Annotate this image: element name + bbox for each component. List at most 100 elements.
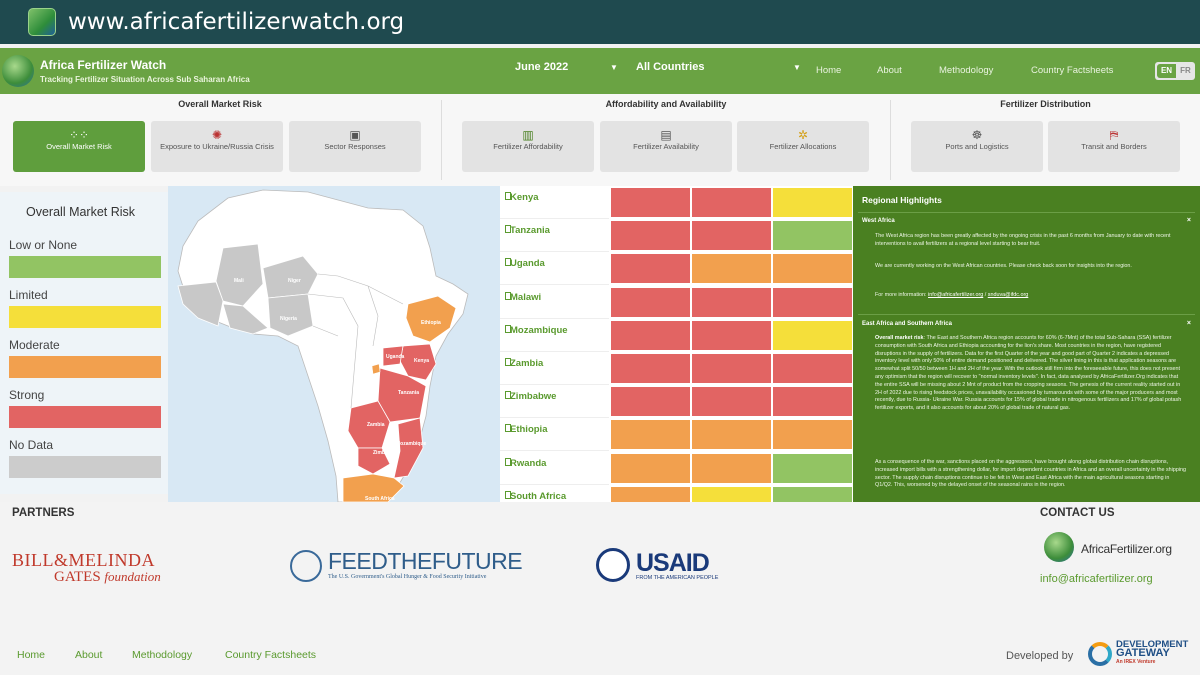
country-row[interactable]: Mozambique [500, 319, 610, 352]
region-mozambique[interactable] [393, 417, 424, 479]
risk-cell[interactable] [773, 453, 852, 483]
country-name[interactable]: Uganda [510, 258, 545, 270]
risk-cell[interactable] [611, 287, 690, 317]
document-icon[interactable] [505, 457, 511, 466]
risk-cell[interactable] [692, 221, 771, 251]
card-fertilizer-affordability[interactable]: ▥ Fertilizer Affordability [462, 121, 594, 172]
risk-cell[interactable] [611, 188, 690, 217]
risk-cell[interactable] [773, 486, 852, 502]
nav-home[interactable]: Home [816, 65, 842, 76]
risk-cell[interactable] [773, 287, 852, 317]
country-name[interactable]: Malawi [510, 291, 542, 303]
footer-link-home[interactable]: Home [17, 649, 46, 661]
card-fertilizer-availability[interactable]: ▤ Fertilizer Availability [600, 121, 732, 172]
risk-cell[interactable] [692, 486, 771, 502]
risk-cell[interactable] [692, 320, 771, 350]
nav-methodology[interactable]: Methodology [939, 65, 994, 76]
region-rwanda[interactable] [371, 363, 381, 375]
document-icon[interactable] [505, 258, 511, 267]
footer-link-about[interactable]: About [75, 649, 103, 661]
country-select[interactable]: All Countries ▼ [636, 61, 806, 73]
risk-cell[interactable] [692, 420, 771, 450]
country-name[interactable]: Rwanda [510, 457, 547, 469]
region-ethiopia[interactable] [405, 295, 457, 343]
development-gateway-logo[interactable]: DEVELOPMENT GATEWAY An IREX Venture [1116, 640, 1188, 667]
region-west-coast[interactable] [177, 281, 224, 327]
country-row[interactable]: Malawi [500, 286, 610, 319]
country-row[interactable]: Zambia [500, 352, 610, 385]
country-row[interactable]: Ethiopia [500, 418, 610, 452]
document-icon[interactable] [505, 490, 511, 499]
risk-cell[interactable] [773, 354, 852, 383]
risk-cell[interactable] [692, 287, 771, 317]
country-name[interactable]: Mozambique [510, 324, 568, 336]
nav-about[interactable]: About [877, 65, 902, 76]
browser-url-bar[interactable]: www.africafertilizerwatch.org [0, 0, 1200, 44]
country-name[interactable]: Kenya [510, 192, 539, 203]
close-icon[interactable]: × [1186, 217, 1191, 224]
risk-cell[interactable] [611, 453, 690, 483]
region-nigeria[interactable] [267, 293, 314, 337]
risk-cell[interactable] [611, 354, 690, 383]
risk-cell[interactable] [773, 420, 852, 450]
africa-fertilizer-logo-icon[interactable] [2, 55, 34, 87]
risk-cell[interactable] [773, 320, 852, 350]
development-gateway-icon[interactable] [1088, 642, 1112, 666]
document-icon[interactable] [505, 324, 511, 333]
contact-email[interactable]: info@africafertilizer.org [1040, 573, 1153, 585]
risk-cell[interactable] [611, 221, 690, 251]
risk-cell[interactable] [611, 387, 690, 417]
risk-cell[interactable] [611, 420, 690, 450]
document-icon[interactable] [505, 358, 511, 366]
africafertilizer-logo-text[interactable]: AfricaFertilizer.org [1081, 542, 1172, 556]
country-name[interactable]: Ethiopia [510, 424, 548, 436]
month-select[interactable]: June 2022 ▼ [515, 61, 620, 73]
country-row[interactable]: Rwanda [500, 452, 610, 485]
country-name[interactable]: South Africa [510, 490, 567, 502]
url-text[interactable]: www.africafertilizerwatch.org [68, 9, 405, 35]
risk-cell[interactable] [773, 387, 852, 417]
risk-cell[interactable] [692, 188, 771, 217]
country-row[interactable]: Tanzania [500, 219, 610, 253]
risk-cell[interactable] [692, 387, 771, 417]
risk-cell[interactable] [611, 320, 690, 350]
region-uganda[interactable] [382, 345, 404, 367]
document-icon[interactable] [505, 225, 511, 234]
country-row[interactable]: Uganda [500, 252, 610, 286]
risk-cell[interactable] [692, 354, 771, 383]
lang-fr[interactable]: FR [1180, 66, 1191, 75]
document-icon[interactable] [505, 192, 511, 200]
card-transit-borders[interactable]: ⛿ Transit and Borders [1048, 121, 1180, 172]
africa-risk-map[interactable]: Mali Niger Nigeria Ethiopia Uganda Kenya… [168, 186, 501, 502]
risk-cell[interactable] [773, 188, 852, 217]
risk-cell[interactable] [773, 254, 852, 284]
risk-cell[interactable] [611, 486, 690, 502]
document-icon[interactable] [505, 391, 511, 400]
africa-fertilizer-logo-icon[interactable] [1044, 532, 1074, 562]
card-exposure-crisis[interactable]: ✺ Exposure to Ukraine/Russia Crisis [151, 121, 283, 172]
lang-en[interactable]: EN [1157, 64, 1176, 78]
risk-cell[interactable] [692, 453, 771, 483]
nav-country-factsheets[interactable]: Country Factsheets [1031, 65, 1114, 76]
country-name[interactable]: Zambia [510, 358, 544, 369]
brand[interactable]: Africa Fertilizer Watch Tracking Fertili… [40, 58, 250, 84]
country-row[interactable]: Zimbabwe [500, 385, 610, 419]
country-row[interactable]: Kenya [500, 186, 610, 219]
region-zimbabwe[interactable] [357, 447, 391, 475]
east-africa-title[interactable]: East Africa and Southern Africa [862, 321, 952, 327]
risk-cell[interactable] [692, 254, 771, 284]
gates-foundation-logo[interactable]: BILL&MELINDA GATES foundation [12, 550, 161, 586]
footer-link-methodology[interactable]: Methodology [132, 649, 193, 661]
country-name[interactable]: Zimbabwe [510, 391, 557, 403]
card-ports-logistics[interactable]: ☸ Ports and Logistics [911, 121, 1043, 172]
card-sector-responses[interactable]: ▣ Sector Responses [289, 121, 421, 172]
region-south-africa[interactable] [342, 473, 405, 502]
close-icon[interactable]: × [1186, 320, 1191, 327]
email-link-ifdc[interactable]: snduva@ifdc.org [987, 292, 1029, 298]
document-icon[interactable] [505, 424, 511, 433]
risk-cell[interactable] [773, 221, 852, 251]
card-overall-market-risk[interactable]: ⁘⁘ Overall Market Risk [13, 121, 145, 172]
risk-cell[interactable] [611, 254, 690, 284]
region-niger[interactable] [262, 255, 319, 299]
region-ghana-area[interactable] [222, 303, 269, 335]
